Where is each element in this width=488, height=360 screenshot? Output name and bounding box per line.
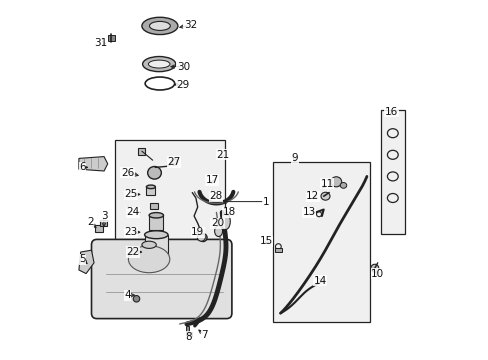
Text: 32: 32 <box>183 20 197 30</box>
Bar <box>146 187 155 195</box>
Bar <box>274 248 282 252</box>
Text: 10: 10 <box>370 269 384 279</box>
Ellipse shape <box>214 226 222 237</box>
Text: 18: 18 <box>223 207 236 217</box>
Text: 6: 6 <box>79 162 85 172</box>
Polygon shape <box>79 157 107 171</box>
Ellipse shape <box>149 21 170 30</box>
Text: 25: 25 <box>124 189 138 199</box>
FancyBboxPatch shape <box>91 239 231 319</box>
Ellipse shape <box>197 234 205 241</box>
Bar <box>149 203 158 209</box>
Ellipse shape <box>148 60 170 68</box>
Ellipse shape <box>340 183 346 188</box>
Text: 23: 23 <box>124 227 138 237</box>
Text: 28: 28 <box>209 191 222 201</box>
Text: 20: 20 <box>210 218 224 228</box>
Ellipse shape <box>320 192 329 200</box>
Bar <box>273 162 370 322</box>
Bar <box>95 225 102 232</box>
Bar <box>138 148 145 155</box>
Ellipse shape <box>144 258 168 266</box>
Text: 14: 14 <box>313 276 326 286</box>
Text: 30: 30 <box>176 62 189 72</box>
Text: 2: 2 <box>87 217 94 228</box>
Text: 17: 17 <box>205 175 218 185</box>
Ellipse shape <box>149 212 163 218</box>
Text: 11: 11 <box>320 179 333 189</box>
Ellipse shape <box>370 264 378 272</box>
Ellipse shape <box>142 57 175 72</box>
Text: 7: 7 <box>201 330 208 340</box>
Bar <box>100 220 106 226</box>
Ellipse shape <box>142 241 156 248</box>
Ellipse shape <box>144 231 168 239</box>
Ellipse shape <box>221 213 230 230</box>
Ellipse shape <box>146 185 155 189</box>
Text: 4: 4 <box>124 290 131 300</box>
Bar <box>115 140 224 268</box>
Ellipse shape <box>171 159 177 165</box>
Ellipse shape <box>133 296 140 302</box>
Bar <box>381 110 404 234</box>
Text: 27: 27 <box>167 157 181 167</box>
Text: 15: 15 <box>259 236 272 246</box>
Text: 19: 19 <box>191 227 204 237</box>
Bar <box>144 235 168 262</box>
Bar <box>108 35 114 41</box>
Text: 16: 16 <box>384 107 397 117</box>
Text: 21: 21 <box>216 150 229 160</box>
Ellipse shape <box>128 246 169 273</box>
Ellipse shape <box>199 234 206 242</box>
Ellipse shape <box>330 177 341 187</box>
Text: 3: 3 <box>101 211 107 221</box>
Ellipse shape <box>147 166 161 179</box>
Bar <box>185 326 189 335</box>
Text: 26: 26 <box>121 168 134 178</box>
Text: 8: 8 <box>185 332 192 342</box>
Text: 29: 29 <box>176 80 189 90</box>
Text: 12: 12 <box>305 191 319 201</box>
Text: 13: 13 <box>302 207 315 217</box>
Text: 22: 22 <box>126 247 139 257</box>
Text: 24: 24 <box>126 207 139 217</box>
Text: 1: 1 <box>262 197 269 207</box>
Bar <box>188 332 192 336</box>
Text: 31: 31 <box>94 38 107 48</box>
Text: 5: 5 <box>79 254 85 264</box>
Polygon shape <box>79 250 94 274</box>
Text: 9: 9 <box>291 153 298 163</box>
Ellipse shape <box>142 17 178 35</box>
Bar <box>149 215 163 230</box>
